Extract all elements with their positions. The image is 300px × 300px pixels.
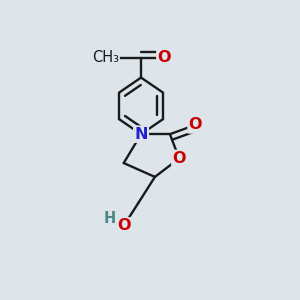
Text: O: O	[189, 117, 202, 132]
Text: N: N	[134, 127, 148, 142]
Text: CH₃: CH₃	[92, 50, 119, 65]
Text: O: O	[117, 218, 130, 233]
Text: O: O	[158, 50, 171, 65]
Text: O: O	[172, 151, 186, 166]
Text: H: H	[104, 212, 116, 226]
